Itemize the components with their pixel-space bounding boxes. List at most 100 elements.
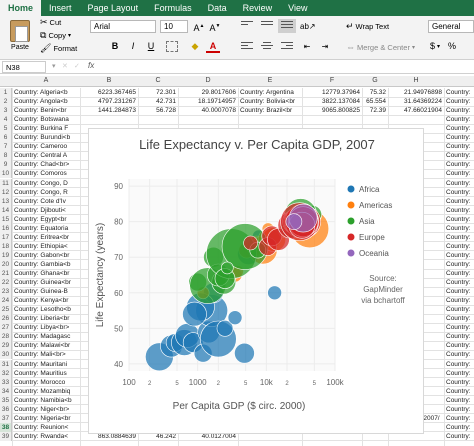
table-cell[interactable]: Country: Kenya<br: [14, 297, 69, 305]
wrap-text-button[interactable]: ↵ Wrap Text: [346, 21, 389, 32]
column-header-c[interactable]: C: [155, 77, 161, 84]
tab-insert[interactable]: Insert: [49, 3, 72, 13]
column-header-a[interactable]: A: [43, 77, 49, 84]
table-cell[interactable]: 1441.284873: [98, 107, 136, 115]
table-cell[interactable]: Country: Reunion<: [14, 423, 69, 431]
table-cell[interactable]: Country:: [446, 432, 471, 440]
column-header-e[interactable]: E: [267, 77, 273, 84]
row-header[interactable]: 23: [0, 287, 12, 297]
table-cell[interactable]: Country: Ethiopia<: [14, 242, 68, 250]
row-header[interactable]: 28: [0, 332, 12, 342]
table-cell[interactable]: Country: Burundi<b: [14, 134, 71, 142]
table-cell[interactable]: Country: Rwanda<: [14, 432, 69, 440]
table-cell[interactable]: Country: Egypt<br: [14, 215, 67, 223]
table-cell[interactable]: 72.301: [156, 89, 176, 96]
table-cell[interactable]: Country: Chad<br>: [14, 161, 70, 169]
row-header[interactable]: 29: [0, 341, 12, 351]
table-cell[interactable]: Country:: [446, 251, 471, 259]
table-cell[interactable]: Country:: [446, 107, 471, 115]
row-header[interactable]: 13: [0, 196, 12, 206]
table-cell[interactable]: Country:: [446, 116, 471, 124]
table-cell[interactable]: Country: Mauritius: [14, 369, 67, 377]
table-cell[interactable]: Country:: [446, 215, 471, 223]
row-header[interactable]: 1: [0, 88, 12, 98]
row-header[interactable]: 14: [0, 205, 12, 215]
table-cell[interactable]: Country:: [446, 324, 471, 332]
row-header[interactable]: 35: [0, 395, 12, 405]
row-header[interactable]: 21: [0, 269, 12, 279]
borders-icon[interactable]: [166, 41, 178, 52]
enter-icon[interactable]: ✓: [74, 63, 80, 70]
table-cell[interactable]: Country:: [446, 315, 471, 323]
table-cell[interactable]: Country: Morocco: [14, 378, 66, 386]
table-cell[interactable]: Country:: [446, 260, 471, 268]
table-cell[interactable]: 46.242: [156, 432, 176, 440]
table-cell[interactable]: Country: Mali<br>: [14, 351, 66, 359]
row-header[interactable]: 39: [0, 431, 12, 441]
decrease-font-icon[interactable]: A▼: [209, 23, 221, 33]
table-cell[interactable]: Country:: [446, 396, 471, 404]
row-header[interactable]: 31: [0, 359, 12, 369]
font-size-select[interactable]: 10: [160, 20, 188, 33]
table-cell[interactable]: Country: Guinea<br: [14, 279, 71, 287]
table-cell[interactable]: Country:: [446, 233, 471, 241]
row-header[interactable]: 34: [0, 386, 12, 396]
font-name-select[interactable]: Arial: [90, 20, 156, 33]
copy-button[interactable]: ⧉ Copy ▾: [40, 30, 71, 41]
table-cell[interactable]: Country: Comoros: [14, 170, 67, 178]
row-header[interactable]: 32: [0, 368, 12, 378]
row-header[interactable]: 18: [0, 241, 12, 251]
table-cell[interactable]: Country: Central A: [14, 152, 68, 160]
increase-font-icon[interactable]: A▲: [193, 23, 205, 33]
underline-button[interactable]: U: [147, 41, 155, 51]
table-cell[interactable]: Country: Eritrea<br: [14, 233, 70, 241]
table-cell[interactable]: Country:: [446, 369, 471, 377]
table-cell[interactable]: 12779.37964: [322, 89, 360, 96]
italic-button[interactable]: I: [131, 41, 135, 51]
table-cell[interactable]: 65.554: [366, 98, 386, 106]
table-cell[interactable]: Country:: [446, 414, 471, 422]
tab-formulas[interactable]: Formulas: [154, 3, 192, 13]
table-cell[interactable]: Country: Namibia<b: [14, 396, 72, 404]
name-box[interactable]: N38: [2, 61, 46, 73]
align-top-icon[interactable]: [238, 19, 256, 33]
table-cell[interactable]: Country: Malawi<br: [14, 342, 71, 350]
table-cell[interactable]: Country:: [446, 224, 471, 232]
table-cell[interactable]: Country: Argentina: [240, 89, 294, 96]
row-header[interactable]: 11: [0, 178, 12, 188]
cancel-icon[interactable]: ✕: [62, 63, 68, 70]
table-cell[interactable]: Country:: [446, 270, 471, 277]
align-center-icon[interactable]: [258, 40, 276, 54]
orientation-icon[interactable]: ab↗: [300, 22, 316, 31]
table-cell[interactable]: Country: Madagasc: [14, 333, 71, 341]
table-cell[interactable]: Country: Gambia<b: [14, 260, 71, 268]
table-cell[interactable]: Country: Equatoria: [14, 224, 69, 232]
table-cell[interactable]: Country: Congo, D: [14, 179, 68, 187]
tab-page-layout[interactable]: Page Layout: [87, 3, 139, 13]
row-header[interactable]: 8: [0, 151, 12, 161]
paste-button[interactable]: Paste: [4, 19, 36, 57]
column-header-b[interactable]: B: [106, 77, 112, 84]
table-cell[interactable]: Country:: [446, 152, 471, 160]
table-cell[interactable]: Country: Burkina F: [14, 125, 69, 133]
row-header[interactable]: 33: [0, 377, 12, 387]
table-cell[interactable]: Country:: [446, 170, 471, 178]
row-header[interactable]: 38: [0, 422, 12, 432]
table-cell[interactable]: 40.0127004: [201, 432, 236, 440]
table-cell[interactable]: Country: Djibouti<: [14, 206, 66, 214]
row-header[interactable]: 16: [0, 223, 12, 233]
table-cell[interactable]: Country:: [446, 306, 471, 314]
merge-center-button[interactable]: ⇔ Merge & Center ▾: [346, 42, 415, 52]
table-cell[interactable]: 4797.231267: [98, 98, 136, 106]
row-header[interactable]: 15: [0, 214, 12, 224]
column-header-d[interactable]: D: [205, 77, 211, 84]
table-cell[interactable]: Country:: [446, 206, 471, 214]
indent-icon[interactable]: ⇤: [303, 42, 311, 51]
row-header[interactable]: 7: [0, 142, 12, 152]
table-cell[interactable]: Country:: [446, 279, 471, 287]
table-cell[interactable]: Country:: [446, 288, 471, 296]
table-cell[interactable]: 9065.800825: [322, 107, 360, 115]
row-header[interactable]: 10: [0, 169, 12, 179]
table-cell[interactable]: 6223.367465: [98, 89, 136, 96]
column-header-h[interactable]: H: [413, 77, 419, 84]
